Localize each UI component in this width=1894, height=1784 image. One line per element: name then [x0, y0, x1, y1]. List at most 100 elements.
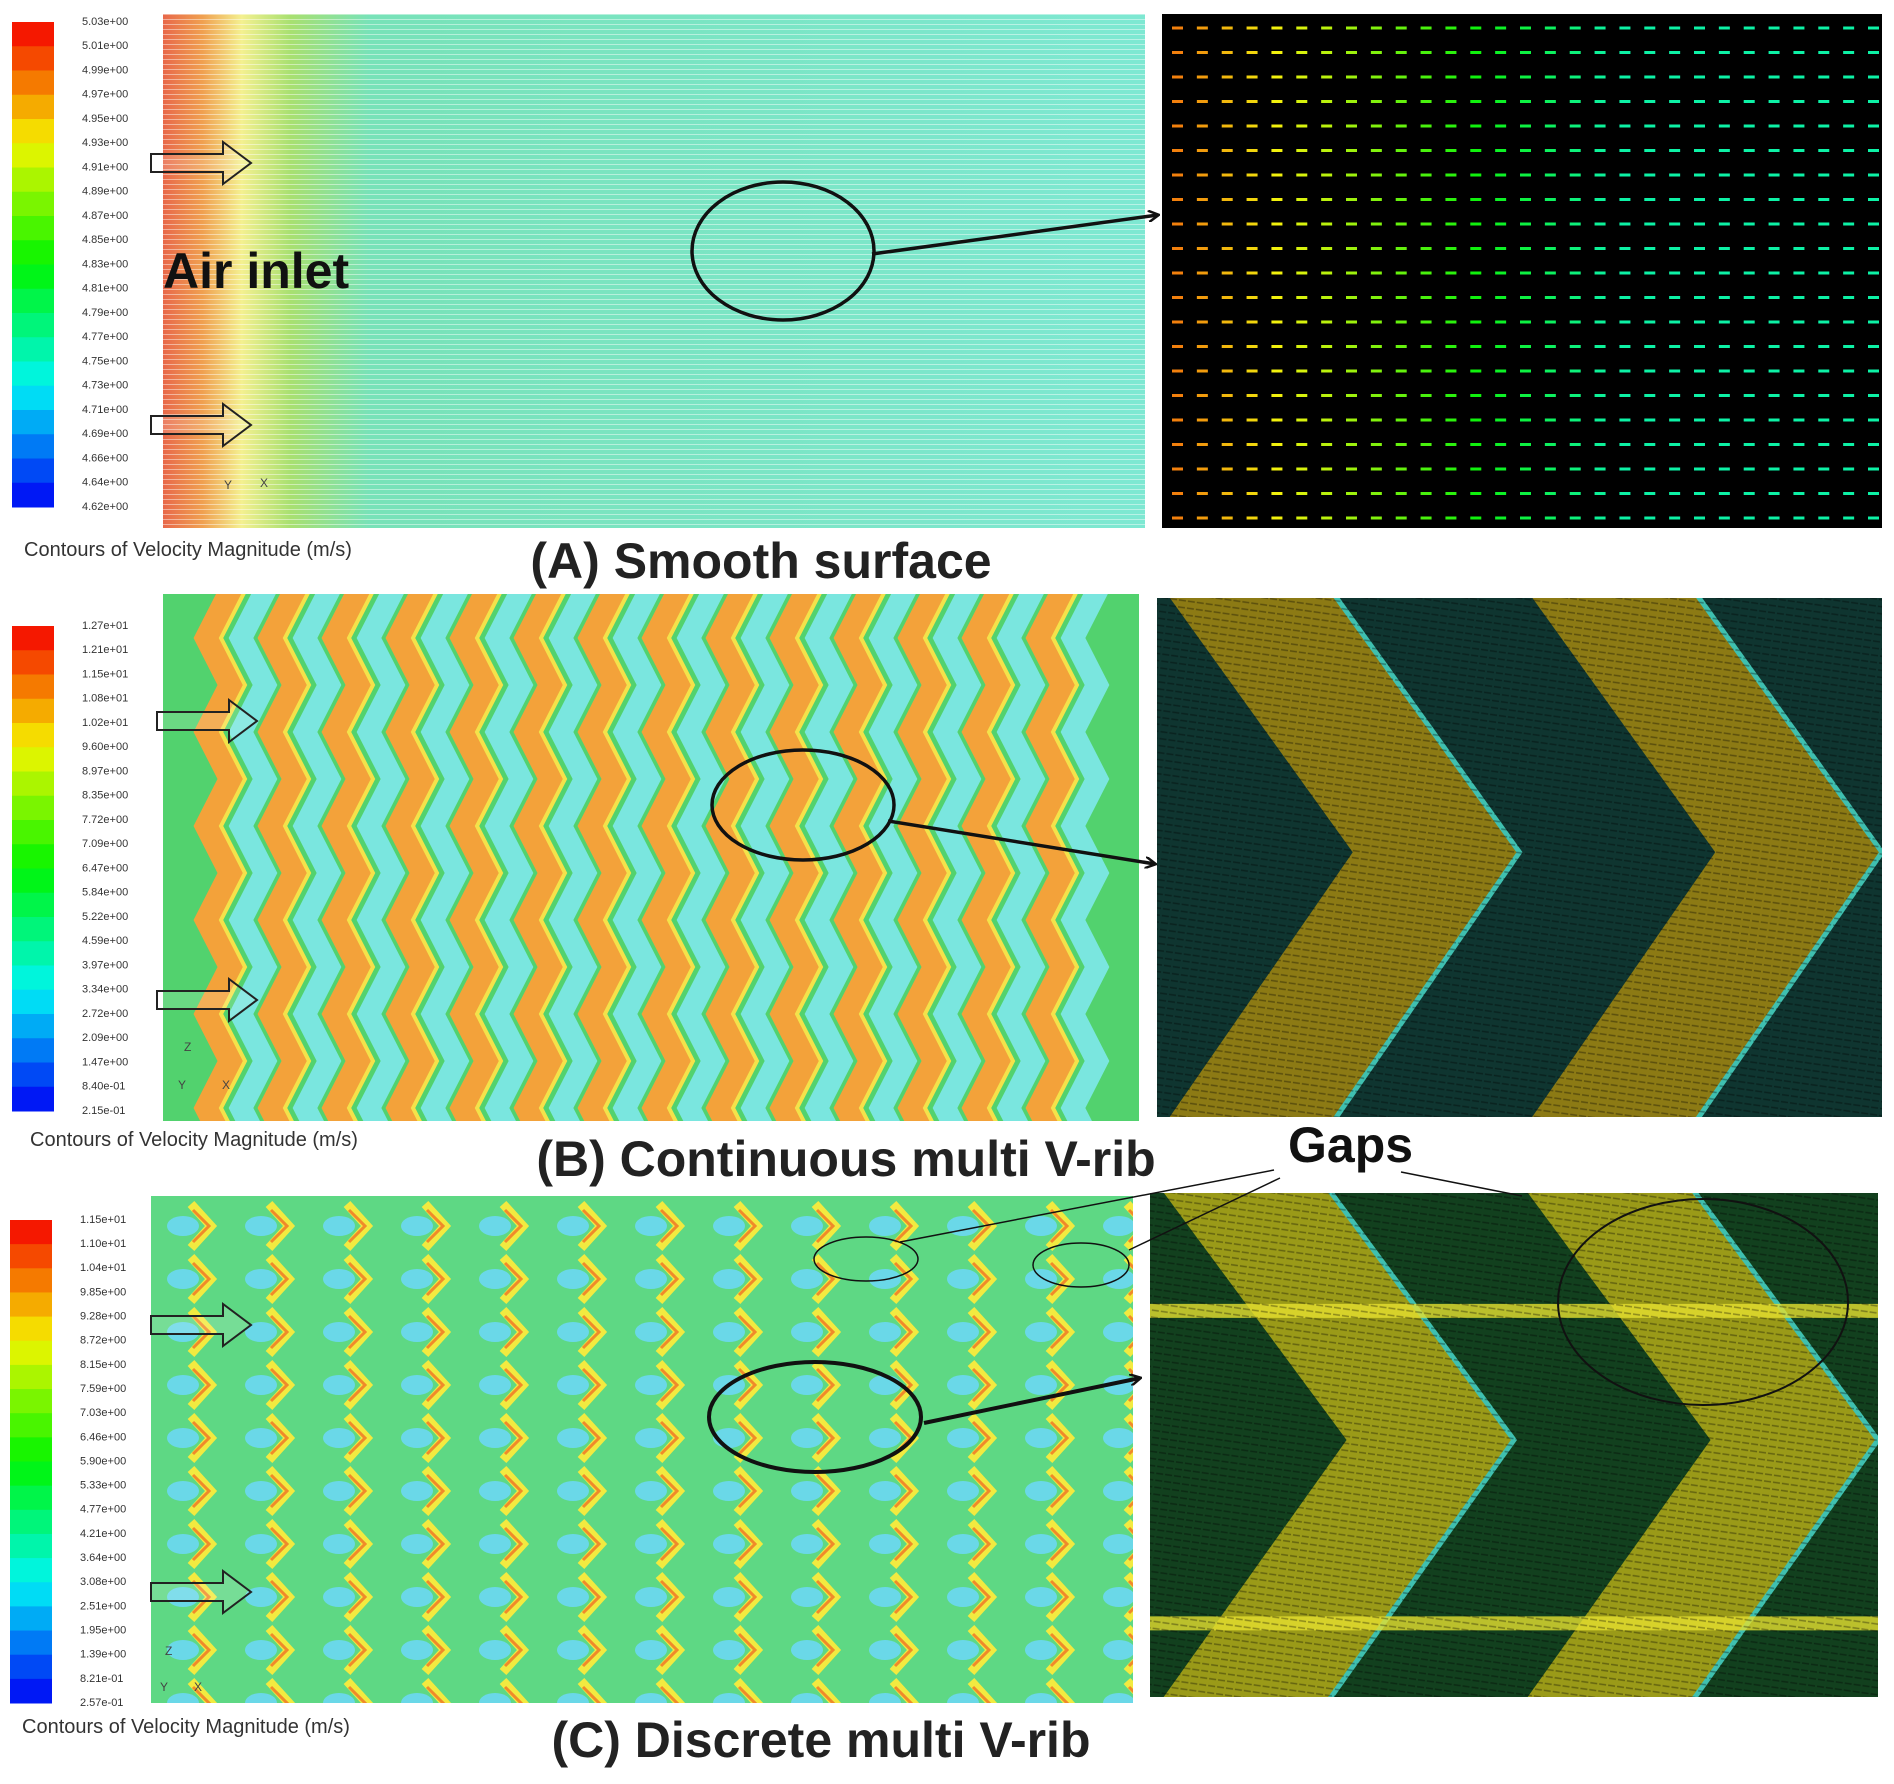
- rib-core: [425, 1473, 446, 1509]
- rib-wake: [961, 594, 1013, 1121]
- low-velocity: [479, 1428, 511, 1448]
- callout-line: [923, 1378, 1140, 1425]
- low-velocity: [1103, 1216, 1133, 1236]
- colorbar-label: 3.08e+00: [80, 1576, 126, 1588]
- rib-core: [581, 1579, 602, 1615]
- low-velocity: [1103, 1428, 1133, 1448]
- rib-core: [1049, 1526, 1070, 1562]
- low-velocity: [1025, 1640, 1057, 1660]
- colorbar-cell: [12, 240, 54, 265]
- rib-core: [737, 1685, 758, 1703]
- low-velocity: [557, 1693, 589, 1703]
- velocity-vectors: [1793, 26, 1805, 520]
- low-velocity: [479, 1375, 511, 1395]
- colorbar-label: 4.87e+00: [82, 210, 128, 222]
- low-velocity: [401, 1534, 433, 1554]
- low-velocity: [323, 1375, 355, 1395]
- colorbar-cell: [12, 385, 54, 411]
- rib-core: [581, 1632, 602, 1668]
- velocity-vectors: [1768, 26, 1780, 520]
- low-velocity: [167, 1428, 199, 1448]
- colorbar-cell: [10, 1485, 52, 1511]
- rib-core: [425, 1632, 446, 1668]
- colorbar-label: 6.47e+00: [82, 862, 128, 874]
- zoom-background: [1162, 14, 1882, 528]
- rib-wake: [449, 594, 501, 1121]
- colorbar-label: 1.02e+01: [82, 717, 128, 729]
- rib-core: [191, 1314, 212, 1350]
- colorbar-label: 4.91e+00: [82, 161, 128, 173]
- rib-edge: [922, 594, 952, 1121]
- low-velocity: [713, 1481, 745, 1501]
- legend-caption: Contours of Velocity Magnitude (m/s): [30, 1129, 358, 1151]
- rib-core: [737, 1632, 758, 1668]
- colorbar-label: 4.69e+00: [82, 428, 128, 440]
- colorbar-cell: [12, 191, 54, 217]
- colorbar-cell: [12, 313, 54, 338]
- colorbar-label: 4.93e+00: [82, 137, 128, 149]
- colorbar-label: 1.08e+01: [82, 693, 128, 705]
- colorbar-cell: [12, 46, 54, 71]
- rib-edge: [602, 594, 632, 1121]
- colorbar-cell: [10, 1389, 52, 1414]
- rib-core: [503, 1579, 524, 1615]
- rib-core: [425, 1208, 446, 1244]
- rib-wake: [343, 1677, 374, 1703]
- colorbar-cell: [12, 965, 54, 991]
- low-velocity: [869, 1481, 901, 1501]
- low-velocity: [557, 1322, 589, 1342]
- colorbar-label: 4.95e+00: [82, 113, 128, 125]
- rib-core: [971, 1632, 992, 1668]
- rib-core: [503, 1473, 524, 1509]
- contour-plot: [151, 1196, 1133, 1703]
- colorbar-cell: [10, 1244, 52, 1269]
- core-flow: [548, 594, 598, 1121]
- colorbar-label: 1.95e+00: [80, 1624, 126, 1636]
- low-velocity: [1025, 1216, 1057, 1236]
- rib-core: [581, 1367, 602, 1403]
- velocity-vectors: [1196, 26, 1208, 520]
- low-velocity: [713, 1640, 745, 1660]
- low-velocity: [323, 1428, 355, 1448]
- colorbar-label: 5.84e+00: [82, 887, 128, 899]
- core-flow: [228, 594, 278, 1121]
- colorbar-label: 7.59e+00: [80, 1383, 126, 1395]
- velocity-vectors: [1818, 26, 1830, 520]
- rib-core: [815, 1685, 836, 1703]
- low-velocity: [323, 1481, 355, 1501]
- vector-texture: [1157, 598, 1882, 1117]
- rib-core: [191, 1526, 212, 1562]
- colorbar-cell: [12, 167, 54, 193]
- core-flow: [932, 594, 982, 1121]
- colorbar-cell: [10, 1364, 52, 1390]
- low-velocity: [245, 1481, 277, 1501]
- core-flow: [868, 594, 918, 1121]
- rib-core: [581, 1420, 602, 1456]
- low-velocity: [245, 1693, 277, 1703]
- rib-core: [893, 1261, 914, 1297]
- colorbar-label: 4.99e+00: [82, 64, 128, 76]
- colorbar-label: 2.72e+00: [82, 1008, 128, 1020]
- rib-core: [347, 1685, 368, 1703]
- low-velocity: [167, 1375, 199, 1395]
- low-velocity: [557, 1640, 589, 1660]
- low-velocity: [869, 1216, 901, 1236]
- low-velocity: [323, 1640, 355, 1660]
- rib-core: [815, 1208, 836, 1244]
- colorbar-label: 8.72e+00: [80, 1335, 126, 1347]
- rib-core: [659, 1632, 680, 1668]
- rib-core: [191, 1367, 212, 1403]
- axis-triad-label: Z: [184, 1040, 191, 1054]
- velocity-vectors: [1495, 26, 1507, 520]
- colorbar-cell: [12, 698, 54, 724]
- low-velocity: [245, 1534, 277, 1554]
- rib-core: [347, 1632, 368, 1668]
- rib-core: [581, 1208, 602, 1244]
- colorbar-cell: [12, 626, 54, 651]
- low-velocity: [401, 1269, 433, 1289]
- rib-core: [1049, 1261, 1070, 1297]
- low-velocity: [557, 1481, 589, 1501]
- low-velocity: [791, 1216, 823, 1236]
- low-velocity: [401, 1693, 433, 1703]
- rib-core: [659, 1579, 680, 1615]
